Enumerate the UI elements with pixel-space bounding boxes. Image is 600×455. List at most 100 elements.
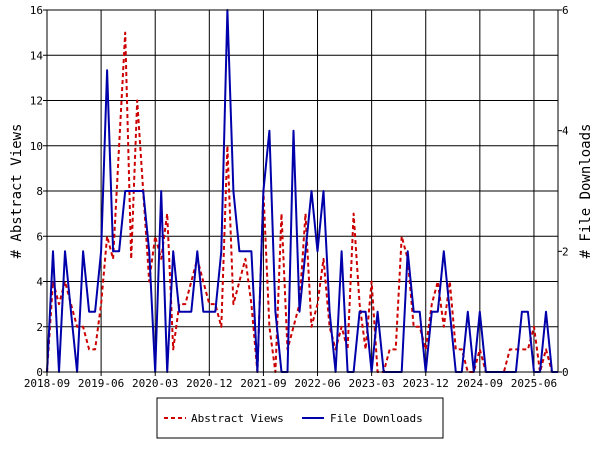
- x-tick-label: 2020-03: [132, 377, 178, 390]
- left-tick-label: 16: [30, 4, 43, 17]
- data-point-abstract-views: [52, 281, 53, 282]
- data-point-abstract-views: [419, 326, 420, 327]
- data-point-file-downloads: [263, 190, 264, 191]
- data-point-abstract-views: [317, 304, 318, 305]
- data-point-file-downloads: [467, 311, 468, 312]
- data-point-abstract-views: [437, 281, 438, 282]
- data-point-abstract-views: [137, 100, 138, 101]
- data-point-file-downloads: [419, 311, 420, 312]
- legend-label-file-downloads: File Downloads: [330, 412, 423, 425]
- data-point-abstract-views: [353, 213, 354, 214]
- data-point-abstract-views: [101, 304, 102, 305]
- data-point-abstract-views: [413, 326, 414, 327]
- data-point-file-downloads: [437, 311, 438, 312]
- data-point-abstract-views: [305, 213, 306, 214]
- data-point-file-downloads: [293, 130, 294, 131]
- data-point-abstract-views: [149, 281, 150, 282]
- data-point-file-downloads: [443, 251, 444, 252]
- data-point-abstract-views: [449, 281, 450, 282]
- data-point-file-downloads: [113, 251, 114, 252]
- x-tick-label: 2023-03: [348, 377, 394, 390]
- data-point-abstract-views: [155, 236, 156, 237]
- data-point-abstract-views: [521, 349, 522, 350]
- data-point-abstract-views: [131, 258, 132, 259]
- data-point-abstract-views: [293, 326, 294, 327]
- x-tick-label: 2019-06: [78, 377, 124, 390]
- left-axis-ticks: 0 2 4 6 8 10 12 14 16: [30, 4, 47, 379]
- data-point-abstract-views: [185, 304, 186, 305]
- data-point-file-downloads: [197, 251, 198, 252]
- data-point-abstract-views: [64, 281, 65, 282]
- data-point-file-downloads: [89, 311, 90, 312]
- data-point-file-downloads: [125, 190, 126, 191]
- data-point-file-downloads: [545, 311, 546, 312]
- x-tick-label: 2022-06: [294, 377, 340, 390]
- data-point-file-downloads: [70, 311, 71, 312]
- left-tick-label: 12: [30, 95, 43, 108]
- data-point-file-downloads: [323, 190, 324, 191]
- data-point-file-downloads: [305, 251, 306, 252]
- data-point-file-downloads: [185, 311, 186, 312]
- data-point-abstract-views: [107, 236, 108, 237]
- data-point-abstract-views: [479, 349, 480, 350]
- data-point-file-downloads: [479, 311, 480, 312]
- data-point-abstract-views: [125, 32, 126, 33]
- data-point-file-downloads: [143, 190, 144, 191]
- right-tick-label: 6: [562, 4, 569, 17]
- data-point-abstract-views: [113, 258, 114, 259]
- data-point-abstract-views: [359, 304, 360, 305]
- data-point-abstract-views: [443, 326, 444, 327]
- data-point-file-downloads: [311, 190, 312, 191]
- data-point-abstract-views: [191, 281, 192, 282]
- legend: Abstract Views File Downloads: [156, 397, 444, 439]
- data-point-file-downloads: [377, 311, 378, 312]
- data-point-abstract-views: [425, 349, 426, 350]
- data-point-abstract-views: [323, 258, 324, 259]
- data-point-abstract-views: [239, 281, 240, 282]
- data-point-file-downloads: [173, 251, 174, 252]
- left-tick-label: 6: [36, 230, 43, 243]
- data-point-abstract-views: [311, 326, 312, 327]
- data-point-file-downloads: [203, 311, 204, 312]
- right-axis-ticks: 0 2 4 6: [558, 4, 569, 379]
- left-tick-label: 14: [30, 49, 44, 62]
- left-axis-title: # Abstract Views: [9, 124, 25, 259]
- legend-label-abstract-views: Abstract Views: [191, 412, 284, 425]
- x-tick-label: 2025-06: [511, 377, 557, 390]
- data-point-abstract-views: [371, 281, 372, 282]
- data-point-file-downloads: [359, 311, 360, 312]
- data-point-file-downloads: [275, 311, 276, 312]
- data-point-abstract-views: [227, 145, 228, 146]
- data-point-abstract-views: [533, 326, 534, 327]
- data-point-file-downloads: [299, 311, 300, 312]
- data-point-abstract-views: [281, 213, 282, 214]
- data-point-file-downloads: [149, 251, 150, 252]
- data-point-abstract-views: [203, 281, 204, 282]
- left-tick-label: 4: [36, 276, 43, 289]
- data-point-abstract-views: [173, 349, 174, 350]
- data-point-abstract-views: [509, 349, 510, 350]
- data-point-abstract-views: [89, 349, 90, 350]
- data-point-abstract-views: [119, 145, 120, 146]
- x-tick-label: 2018-09: [24, 377, 70, 390]
- data-point-file-downloads: [215, 311, 216, 312]
- data-point-abstract-views: [95, 349, 96, 350]
- data-point-file-downloads: [329, 311, 330, 312]
- data-point-abstract-views: [245, 258, 246, 259]
- data-point-file-downloads: [191, 311, 192, 312]
- data-point-file-downloads: [221, 251, 222, 252]
- data-point-file-downloads: [431, 311, 432, 312]
- left-tick-label: 8: [36, 185, 43, 198]
- right-tick-label: 2: [562, 245, 569, 258]
- data-point-file-downloads: [83, 251, 84, 252]
- data-point-file-downloads: [521, 311, 522, 312]
- data-point-abstract-views: [83, 326, 84, 327]
- data-point-file-downloads: [449, 311, 450, 312]
- data-point-file-downloads: [527, 311, 528, 312]
- data-point-abstract-views: [233, 304, 234, 305]
- data-point-abstract-views: [527, 349, 528, 350]
- data-point-abstract-views: [161, 258, 162, 259]
- data-point-file-downloads: [119, 251, 120, 252]
- data-point-abstract-views: [461, 349, 462, 350]
